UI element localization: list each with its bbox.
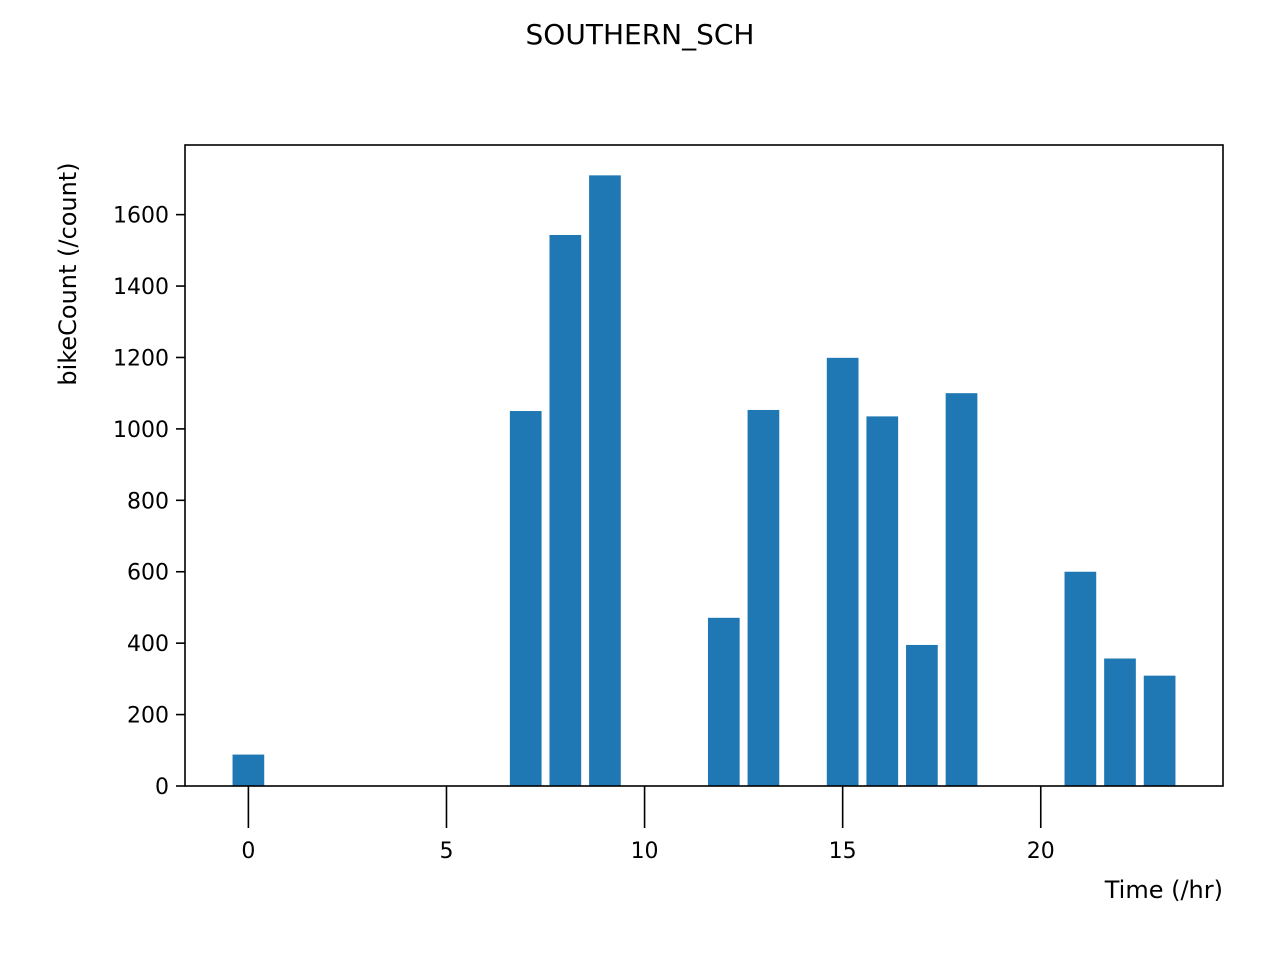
bar-hour-15 — [826, 357, 859, 786]
bar-hour-18 — [945, 393, 978, 786]
plot-frame — [184, 144, 1224, 787]
chart-title: SOUTHERN_SCH — [526, 18, 755, 51]
bar-hour-12 — [707, 617, 740, 786]
x-tick-label: 20 — [1027, 839, 1055, 864]
y-tick-label: 200 — [127, 704, 169, 729]
x-tick-label: 15 — [829, 839, 857, 864]
bar-hour-8 — [549, 234, 582, 786]
x-tick-label: 0 — [241, 839, 255, 864]
x-tick-label: 5 — [439, 839, 453, 864]
y-tick-label: 800 — [127, 489, 169, 514]
bar-hour-21 — [1064, 571, 1097, 786]
bar-hour-7 — [509, 411, 542, 786]
bar-hour-17 — [906, 644, 938, 786]
y-tick-label: 400 — [127, 632, 169, 657]
y-tick-label: 1200 — [113, 346, 169, 371]
x-tick-label: 10 — [631, 839, 659, 864]
y-tick-label: 600 — [127, 561, 169, 586]
bar-hour-22 — [1104, 658, 1136, 786]
y-tick-label: 1400 — [113, 275, 169, 300]
x-axis-label: Time (/hr) — [1104, 876, 1223, 904]
bar-hour-23 — [1143, 675, 1176, 786]
y-tick-label: 1600 — [113, 204, 169, 229]
y-axis-ticks: 0 200 400 600 800 1000 1200 1400 1600 — [113, 204, 185, 800]
bar-hour-13 — [747, 409, 780, 786]
bars-group — [232, 175, 1176, 786]
y-axis-label: bikeCount (/count) — [54, 162, 82, 385]
bar-hour-0 — [232, 754, 265, 786]
y-tick-label: 0 — [155, 775, 169, 800]
y-tick-label: 1000 — [113, 418, 169, 443]
bar-hour-9 — [589, 175, 621, 786]
x-axis-ticks: 0 5 10 15 20 — [241, 786, 1055, 864]
bar-hour-16 — [866, 416, 899, 786]
